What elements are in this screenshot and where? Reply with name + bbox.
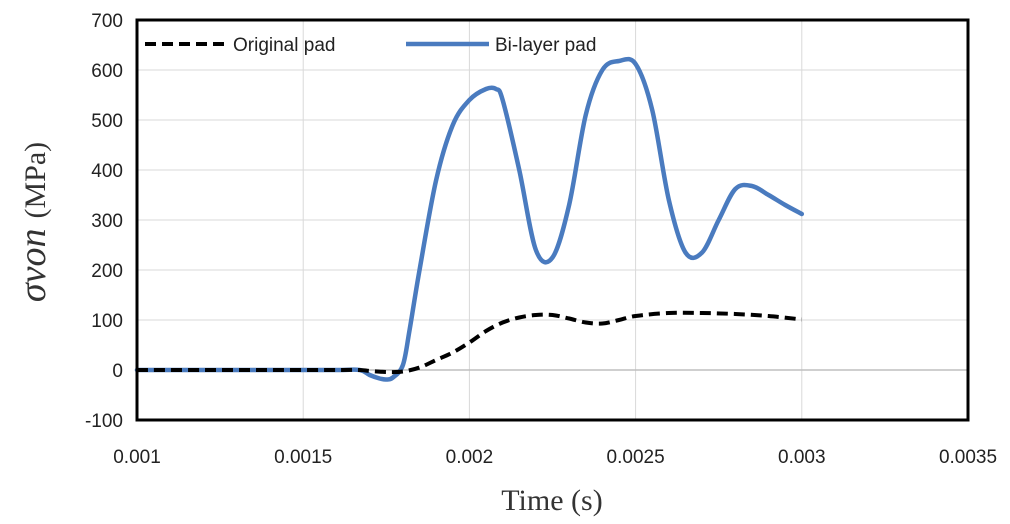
x-tick-label: 0.001 [113, 447, 161, 468]
x-axis-tick-labels: 0.001 0.0015 0.002 0.0025 0.003 0.0035 [113, 447, 997, 468]
legend-label: Original pad [233, 35, 335, 56]
y-tick-label: -100 [85, 411, 123, 432]
series-lines [134, 56, 805, 382]
x-axis-title: Time (s) [501, 484, 602, 517]
x-tick-label: 0.0015 [274, 447, 332, 468]
plot-area-frame [135, 18, 970, 422]
y-axis-title-unit: (MPa) [19, 142, 52, 219]
x-tick-label: 0.002 [446, 447, 494, 468]
y-tick-label: 0 [112, 361, 123, 382]
x-tick-label: 0.003 [778, 447, 826, 468]
series-line-bi-layer-pad [134, 56, 805, 382]
y-axis-title: σvon (MPa) [12, 142, 54, 302]
legend: Original pad Bi-layer pad [145, 35, 596, 56]
y-axis-title-symbol: σvon [12, 229, 54, 303]
y-tick-label: 100 [91, 311, 123, 332]
x-tick-label: 0.0035 [939, 447, 997, 468]
y-tick-label: 200 [91, 261, 123, 282]
y-axis-tick-labels: -100 0 100 200 300 400 500 600 700 [85, 11, 123, 432]
x-tick-label: 0.0025 [607, 447, 665, 468]
series-line-original-pad [136, 310, 803, 375]
y-tick-label: 600 [91, 61, 123, 82]
y-tick-label: 700 [91, 11, 123, 32]
y-tick-label: 500 [91, 111, 123, 132]
y-tick-label: 300 [91, 211, 123, 232]
grid-lines [136, 19, 969, 421]
legend-label: Bi-layer pad [495, 35, 596, 56]
y-tick-label: 400 [91, 161, 123, 182]
